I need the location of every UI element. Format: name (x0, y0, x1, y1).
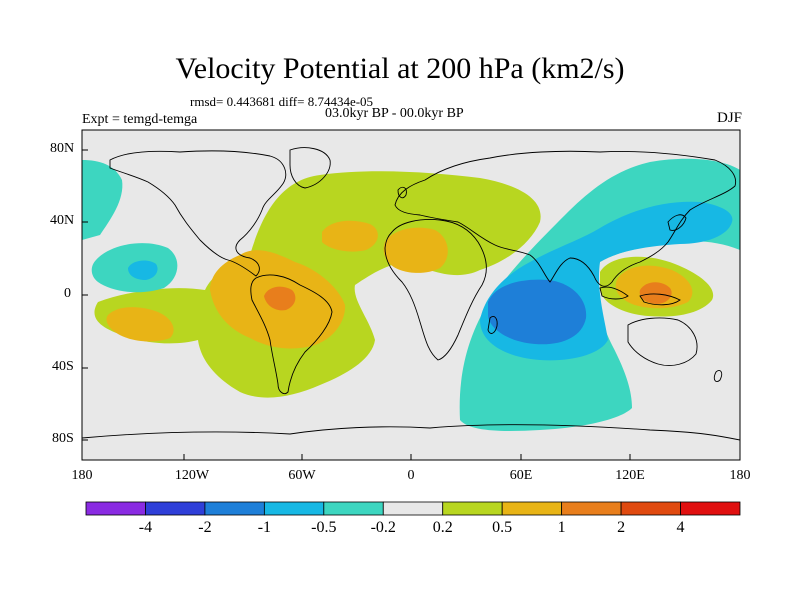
season-label: DJF (716, 110, 742, 126)
legend-label: -0.2 (370, 519, 396, 536)
moderate-positive-north-atlantic (322, 220, 378, 252)
period-text: 03.0kyr BP - 00.0kyr BP (325, 106, 464, 121)
moderate-negative-central-pacific (128, 260, 158, 280)
experiment-label: Expt = temgd-temga (82, 112, 198, 127)
stats-text: rmsd= 0.443681 diff= 8.74434e-05 (190, 94, 374, 109)
lon-label-180w: 180 (71, 468, 93, 483)
lon-label-120e: 120E (615, 468, 645, 483)
legend-label: 0.2 (432, 519, 453, 536)
axis-ticks (82, 149, 631, 460)
lon-label-180e: 180 (729, 468, 751, 483)
strong-positive-maritime-continent (639, 282, 672, 304)
negative-region-north-pacific (82, 160, 123, 240)
moderate-positive-africa (383, 227, 448, 273)
lon-label-60w: 60W (288, 468, 316, 483)
legend-label: 4 (676, 519, 685, 536)
moderate-positive-south-pacific (106, 307, 174, 342)
coastlines (82, 147, 740, 441)
legend-label: 1 (557, 519, 566, 536)
lat-label-40s: 40S (52, 359, 74, 374)
strong-negative-indian-ocean (488, 279, 587, 345)
legend-label: -0.5 (311, 519, 337, 536)
legend-label: 2 (617, 519, 626, 536)
lon-label-0: 0 (407, 468, 415, 483)
lat-label-0: 0 (64, 286, 71, 301)
legend-label: -2 (198, 519, 212, 536)
lat-label-40n: 40N (50, 213, 75, 228)
strong-positive-amazon (264, 286, 296, 311)
lat-label-80s: 80S (52, 431, 74, 446)
legend-label: 0.5 (492, 519, 513, 536)
legend-label: -1 (257, 519, 272, 536)
plot-title: Velocity Potential at 200 hPa (km2/s) (175, 52, 625, 85)
legend-label: -4 (138, 519, 153, 536)
lon-label-60e: 60E (509, 468, 533, 483)
lat-label-80n: 80N (50, 141, 75, 156)
lon-label-120w: 120W (174, 468, 210, 483)
